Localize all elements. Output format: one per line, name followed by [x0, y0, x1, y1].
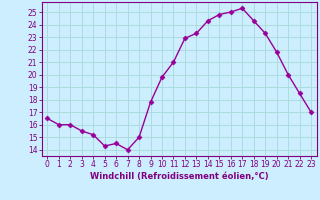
X-axis label: Windchill (Refroidissement éolien,°C): Windchill (Refroidissement éolien,°C) [90, 172, 268, 181]
